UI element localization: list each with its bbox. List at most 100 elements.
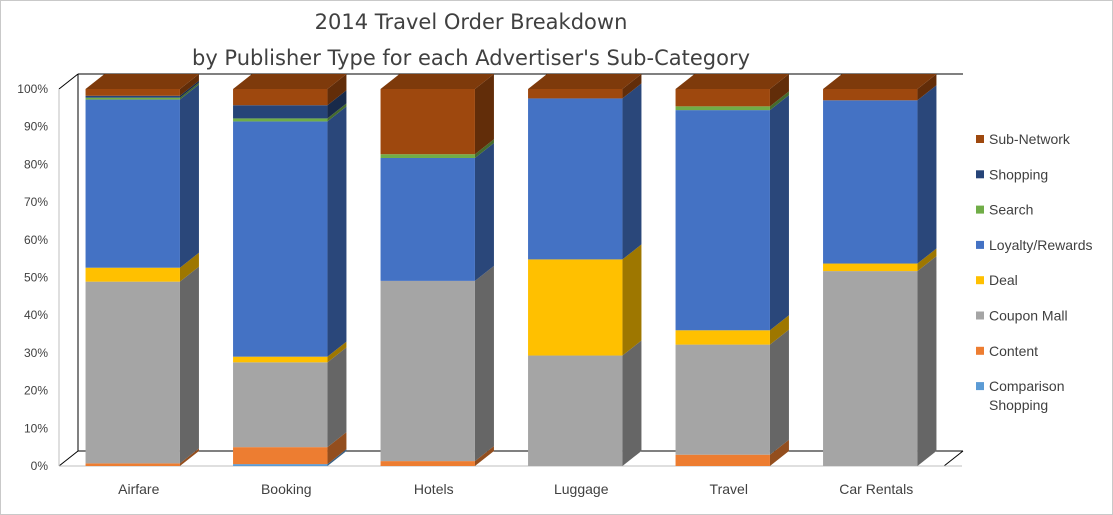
bar-stack-luggage (528, 74, 642, 466)
x-category-label: Hotels (414, 481, 454, 497)
bar-segment-coupon-mall-side (179, 266, 199, 464)
legend-swatch-comparison-shopping (976, 382, 984, 391)
x-category-label: Airfare (118, 481, 159, 497)
bar-segment-sub-network-side (327, 74, 347, 106)
bar-stack-car-rentals (823, 74, 937, 466)
bar-segment-loyalty-rewards-side (769, 95, 789, 331)
bar-segment-loyalty-rewards (380, 157, 475, 281)
y-tick-label: 70% (24, 195, 48, 209)
y-tick-label: 0% (31, 459, 49, 473)
bar-segment-search (675, 106, 770, 111)
bar-segment-search-side (769, 91, 789, 111)
bar-segment-coupon-mall (233, 362, 328, 448)
legend-label-line: Comparison (989, 378, 1064, 394)
legend-label-line: Deal (989, 272, 1018, 288)
legend-label-line: Loyalty/Rewards (989, 237, 1093, 253)
bar-top-face (528, 74, 642, 89)
bar-segment-coupon-mall (528, 355, 623, 466)
depth-bottom-right-line (943, 450, 964, 467)
bar-segment-sub-network (85, 89, 180, 96)
bar-segment-sub-network-side (622, 74, 642, 99)
bar-segment-content-side (179, 448, 199, 466)
legend-label-line: Shopping (989, 397, 1048, 413)
bar-segment-sub-network (528, 89, 623, 99)
legend-label-shopping: Shopping (989, 166, 1048, 182)
legend-label-line: Shopping (989, 166, 1048, 182)
bar-segment-shopping (233, 105, 328, 119)
bar-segment-deal-side (769, 315, 789, 345)
legend-swatch-content (976, 346, 984, 355)
y-tick-label: 80% (24, 157, 48, 171)
bar-segment-deal (528, 259, 623, 356)
bar-segment-content (233, 447, 328, 465)
bar-segment-loyalty-rewards (85, 99, 180, 268)
chart-title-line-2: by Publisher Type for each Advertiser's … (191, 46, 751, 70)
x-category-label: Booking (261, 481, 312, 497)
bar-segment-deal (233, 356, 328, 363)
y-tick-label: 10% (24, 421, 48, 435)
bar-segment-sub-network-side (179, 74, 199, 96)
bar-segment-search-side (474, 139, 494, 158)
bar-segment-coupon-mall (85, 281, 180, 464)
bar-segment-sub-network-side (769, 74, 789, 107)
bar-segment-coupon-mall (823, 271, 918, 466)
bar-segment-comparison-shopping (233, 464, 328, 466)
bar-segment-sub-network-side (917, 74, 937, 101)
bar-segment-comparison-shopping-side (327, 449, 347, 466)
y-tick-label: 50% (24, 271, 48, 285)
bar-top-face (675, 74, 789, 89)
x-category-label: Car Rentals (839, 481, 913, 497)
bar-segment-loyalty-rewards-side (179, 84, 199, 268)
bar-segment-content-side (769, 439, 789, 466)
legend-swatch-sub-network (976, 135, 984, 143)
bar-segment-deal (823, 263, 918, 272)
bar-segment-sub-network (233, 89, 328, 106)
bar-segment-loyalty-rewards-side (474, 142, 494, 281)
bar-stack-travel (675, 74, 789, 466)
bar-segment-content-side (474, 446, 494, 466)
legend-label-line: Coupon Mall (989, 308, 1068, 324)
bar-segment-coupon-mall-side (622, 340, 642, 466)
y-tick-label: 100% (17, 82, 48, 96)
legend-swatch-loyalty-rewards (976, 240, 984, 249)
bar-segment-search-side (179, 82, 199, 100)
y-tick-label: 90% (24, 120, 48, 134)
legend-swatch-search (976, 205, 984, 214)
legend-label-line: Sub-Network (989, 131, 1071, 147)
bar-segment-coupon-mall-side (917, 256, 937, 466)
bar-segment-deal-side (917, 248, 937, 272)
bar-stack-airfare (85, 74, 199, 466)
bar-segment-sub-network (675, 89, 770, 107)
bar-segment-coupon-mall-side (327, 347, 347, 448)
bar-segment-search-side (327, 103, 347, 122)
y-tick-label: 30% (24, 346, 48, 360)
bar-segment-deal-side (327, 341, 347, 363)
bar-segment-deal-side (622, 244, 642, 356)
bar-stack-hotels (380, 74, 494, 466)
legend-label-line: Search (989, 202, 1033, 218)
bar-segment-loyalty-rewards-side (327, 106, 347, 357)
legend-swatch-shopping (976, 170, 984, 179)
legend-label-loyalty-rewards: Loyalty/Rewards (989, 237, 1093, 253)
bar-segment-loyalty-rewards (675, 110, 770, 331)
depth-bottom-left-line (58, 450, 79, 467)
bar-segment-loyalty-rewards (528, 98, 623, 260)
bar-segment-loyalty-rewards (233, 121, 328, 357)
legend-label-comparison-shopping: Comparison Shopping (989, 378, 1064, 413)
legend-label-sub-network: Sub-Network (989, 131, 1071, 147)
legend-swatch-deal (976, 276, 984, 285)
bar-segment-shopping (85, 95, 180, 98)
depth-top-left-line (58, 73, 79, 90)
y-tick-label: 40% (24, 308, 48, 322)
bar-top-face (380, 74, 494, 89)
bar-segment-coupon-mall (675, 344, 770, 455)
legend-label-deal: Deal (989, 272, 1018, 288)
bar-segment-deal (85, 267, 180, 282)
legend-label-content: Content (989, 343, 1038, 359)
bar-segment-coupon-mall-side (474, 265, 494, 462)
bar-segment-loyalty-rewards (823, 100, 918, 264)
chart-title-line-1: 2014 Travel Order Breakdown (314, 10, 628, 34)
bar-segment-coupon-mall (380, 280, 475, 462)
bar-segment-search (85, 97, 180, 100)
